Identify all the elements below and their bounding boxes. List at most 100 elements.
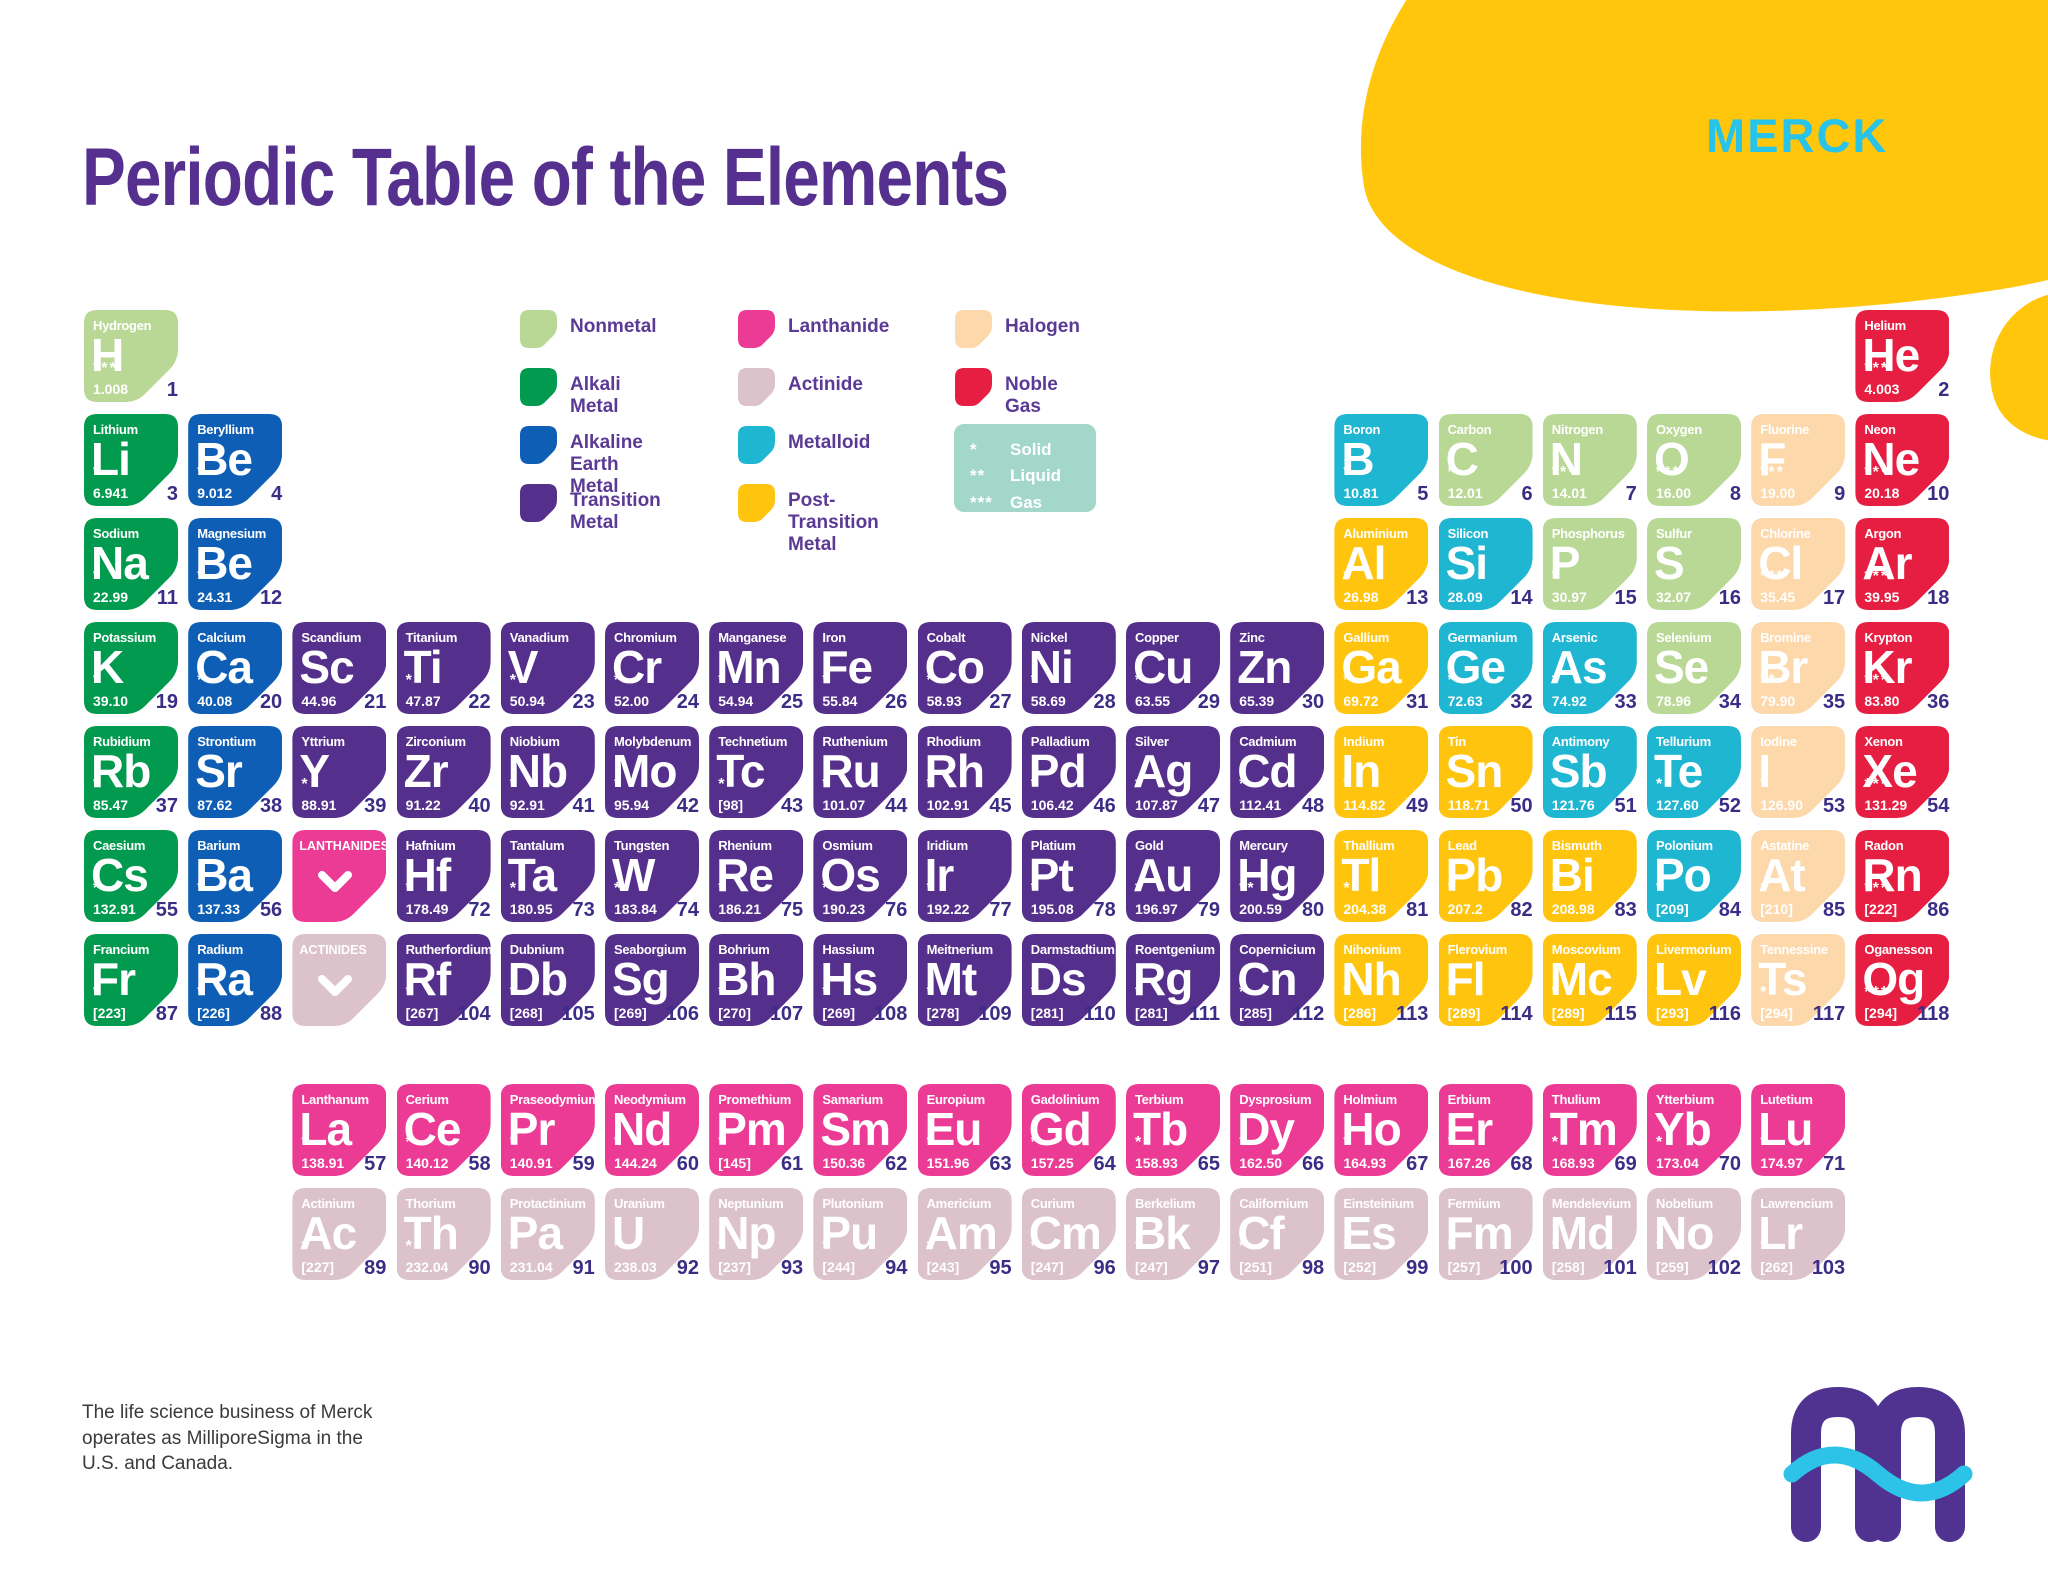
element-mass: 114.82: [1343, 797, 1386, 813]
element-tile-body: Praseodymium Pr * 140.91: [501, 1084, 595, 1176]
element-tile-17: Chlorine Cl *** 35.45 17: [1751, 518, 1846, 610]
element-mass: 173.04: [1656, 1155, 1699, 1171]
element-tile-body: Krypton Kr *** 83.80: [1855, 622, 1949, 714]
element-mass: [268]: [509, 1005, 543, 1021]
element-tile-body: Potassium K * 39.10: [84, 622, 178, 714]
element-symbol: Er: [1445, 1103, 1493, 1155]
element-tile-96: Curium Cm * [247] 96: [1022, 1188, 1116, 1280]
element-tile-39: Yttrium Y * 88.91 39: [292, 726, 387, 818]
element-state-indicator: *: [1135, 880, 1144, 897]
element-number: 59: [572, 1153, 595, 1175]
element-tile-body: Beryllium Be * 9.012: [188, 414, 282, 506]
legend-swatch-noble: [955, 368, 992, 406]
element-state-indicator: *: [93, 568, 102, 585]
element-name: Bismuth: [1551, 838, 1602, 853]
element-tile-99: Einsteinium Es * [252] 99: [1334, 1188, 1429, 1280]
element-mass: 30.97: [1551, 589, 1587, 605]
element-symbol: Yb: [1654, 1103, 1711, 1155]
element-mass: [244]: [822, 1259, 856, 1275]
element-tile-44: Ruthenium Ru * 101.07 44: [813, 726, 908, 818]
element-number: 10: [1927, 483, 1950, 505]
element-tile-body: Holmium Ho * 164.93: [1334, 1084, 1428, 1176]
yellow-crescent-decoration: [1968, 270, 2048, 464]
element-tile-body: Nitrogen N *** 14.01: [1543, 414, 1637, 506]
element-state-indicator: *: [93, 984, 102, 1001]
element-symbol: Rf: [403, 953, 451, 1005]
element-tile-body: Rhenium Re * 186.21: [709, 830, 803, 922]
element-tile-4: Beryllium Be * 9.012 4: [188, 414, 283, 506]
element-state-indicator: *: [509, 776, 519, 793]
element-number: 39: [364, 795, 387, 817]
legend-swatch-halogen: [955, 310, 992, 348]
element-tile-47: Silver Ag * 107.87 47: [1126, 726, 1220, 818]
element-name: Mercury: [1239, 838, 1288, 853]
element-number: 110: [1083, 1003, 1116, 1025]
element-number: 52: [1718, 795, 1741, 817]
element-symbol: Ge: [1445, 641, 1505, 693]
element-tile-body: Platium Pt * 195.08: [1022, 830, 1116, 922]
element-tile-94: Plutonium Pu * [244] 94: [813, 1188, 908, 1280]
element-symbol: H: [91, 329, 124, 381]
element-number: 28: [1093, 691, 1116, 713]
element-name: Berkelium: [1135, 1196, 1196, 1211]
element-name: Calcium: [197, 630, 246, 645]
element-tile-66: Dysprosium Dy * 162.50 66: [1230, 1084, 1325, 1176]
element-name: Nickel: [1030, 630, 1068, 645]
legend-label: Metalloid: [788, 432, 871, 453]
element-symbol: Ar: [1862, 537, 1912, 589]
element-mass: 10.81: [1343, 485, 1379, 501]
element-symbol: Cn: [1237, 953, 1297, 1005]
element-name: Oganesson: [1864, 942, 1933, 957]
element-number: 30: [1301, 691, 1325, 713]
element-mass: 151.96: [926, 1155, 970, 1171]
element-mass: [259]: [1656, 1259, 1689, 1275]
element-symbol: Bi: [1549, 849, 1594, 901]
element-number: 112: [1291, 1003, 1325, 1025]
element-name: Europium: [926, 1092, 985, 1107]
element-state-indicator: *: [614, 880, 623, 897]
element-tile-37: Rubidium Rb * 85.47 37: [84, 726, 178, 818]
element-state-indicator: ***: [1656, 464, 1681, 481]
element-tile-35: Bromine Br ** 79.90 35: [1751, 622, 1846, 714]
element-name: Magnesium: [197, 526, 267, 541]
element-state-indicator: *: [1656, 880, 1665, 897]
element-number: 70: [1718, 1153, 1741, 1175]
element-number: 13: [1406, 587, 1429, 609]
element-name: Tantalum: [509, 838, 565, 853]
element-tile-73: Tantalum Ta * 180.95 73: [501, 830, 595, 922]
element-name: Hassium: [822, 942, 875, 957]
element-mass: [285]: [1239, 1005, 1272, 1021]
element-tile-63: Europium Eu * 151.96 63: [918, 1084, 1012, 1176]
element-state-indicator: *: [1343, 568, 1352, 585]
element-state-indicator: *: [509, 880, 519, 897]
element-symbol: Pd: [1028, 745, 1086, 797]
element-symbol: Sb: [1549, 745, 1607, 797]
element-name: Americium: [926, 1196, 992, 1211]
element-tile-13: Aluminium Al * 26.98 13: [1334, 518, 1429, 610]
element-tile-118: Oganesson Og *** [294] 118: [1855, 934, 1950, 1026]
element-name: Mendelevium: [1551, 1196, 1631, 1211]
element-tile-75: Rhenium Re * 186.21 75: [709, 830, 804, 922]
element-state-indicator: ***: [1864, 880, 1890, 897]
element-tile-87: Francium Fr * [223] 87: [84, 934, 178, 1026]
element-mass: 74.92: [1551, 693, 1587, 709]
element-number: 114: [1500, 1003, 1533, 1025]
element-symbol: Cs: [91, 849, 148, 901]
element-tile-36: Krypton Kr *** 83.80 36: [1855, 622, 1950, 714]
element-number: 50: [1510, 795, 1533, 817]
legend-label: Lanthanide: [788, 316, 890, 337]
element-mass: 140.12: [405, 1155, 449, 1171]
element-symbol: Sg: [612, 953, 669, 1005]
element-tile-40: Zirconium Zr * 91.22 40: [397, 726, 491, 818]
element-state-indicator: *: [1551, 1238, 1561, 1255]
element-mass: 20.18: [1864, 485, 1900, 501]
element-state-indicator: *: [405, 672, 414, 689]
element-tile-body: Silver Ag * 107.87: [1126, 726, 1220, 818]
element-symbol: Na: [91, 537, 148, 589]
element-number: 44: [885, 795, 908, 817]
element-tile-86: Radon Rn *** [222] 86: [1855, 830, 1950, 922]
element-tile-112: Copernicium Cn * [285] 112: [1230, 934, 1325, 1026]
element-mass: [286]: [1343, 1005, 1377, 1021]
element-name: Thorium: [405, 1196, 456, 1211]
element-symbol: Ce: [403, 1103, 461, 1155]
